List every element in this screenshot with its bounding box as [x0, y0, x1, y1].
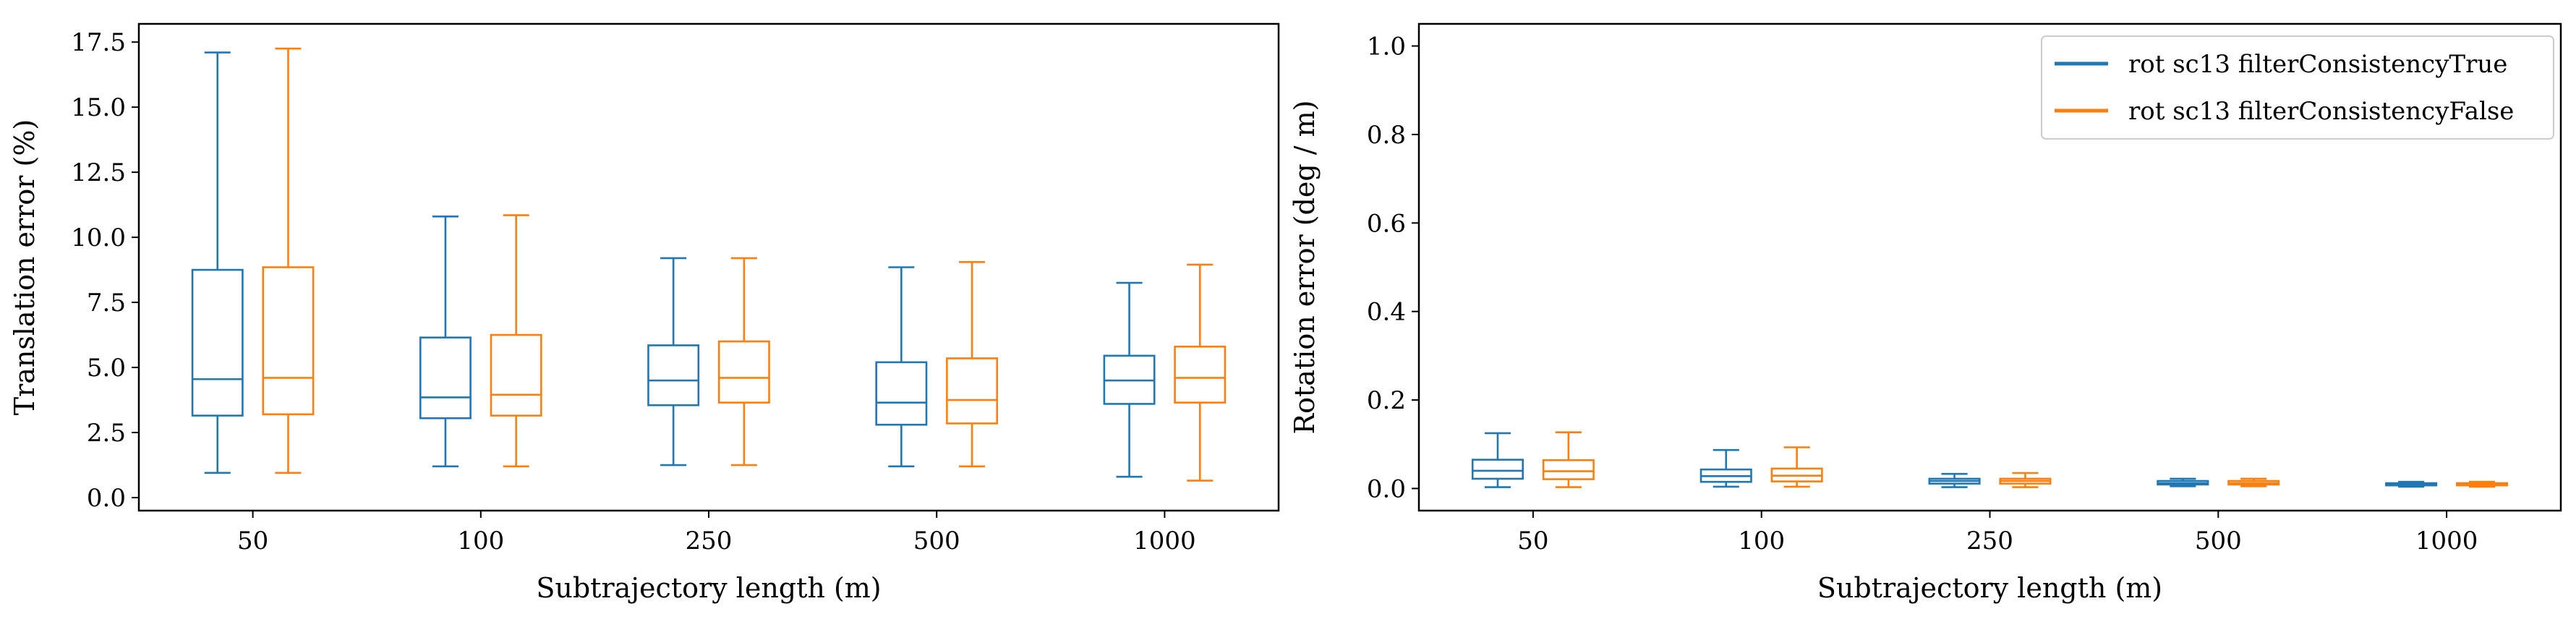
translation-error-panel: 0.0 2.5 5.0 7.5 10.0 12.5 15.0 17.5 50 100 250 500 1…	[9, 22, 1280, 604]
rotation-y-tick-label: 1.0	[1367, 33, 1406, 61]
rotation-box-100-series-1	[1699, 448, 1752, 488]
translation-x-tick-label: 50	[237, 527, 268, 555]
translation-y-tick-label: 5.0	[87, 354, 126, 383]
rotation-box-500-series-2	[2227, 477, 2280, 487]
legend-label: rot sc13 filterConsistencyFalse	[2128, 97, 2514, 126]
translation-box-500-series-1	[875, 266, 928, 468]
translation-box-100-series-1	[419, 216, 472, 468]
translation-x-tick-label: 1000	[1133, 527, 1196, 555]
rotation-box-1000-series-2	[2456, 480, 2509, 488]
iqr-box	[419, 336, 472, 419]
rotation-x-tick-label: 1000	[2415, 527, 2478, 555]
legend-frame	[2041, 35, 2554, 140]
translation-x-tick-label: 250	[686, 527, 733, 555]
iqr-box	[647, 344, 700, 406]
translation-x-axis-label: Subtrajectory length (m)	[536, 572, 881, 604]
translation-x-tick-label: 100	[457, 527, 504, 555]
translation-box-500-series-2	[946, 261, 999, 468]
translation-y-tick-label: 7.5	[87, 289, 126, 318]
rotation-error-panel: 0.0 0.2 0.4 0.6 0.8 1.0 50 100 250 500 1000 Subtraj…	[1289, 22, 2562, 604]
rotation-y-tick-label: 0.0	[1367, 474, 1406, 503]
rotation-x-tick-label: 500	[2195, 527, 2242, 555]
rotation-box-250-series-1	[1928, 472, 1981, 488]
translation-x-tick-label: 500	[913, 527, 960, 555]
rotation-y-tick-label: 0.6	[1367, 209, 1406, 238]
rotation-x-tick-label: 50	[1517, 527, 1548, 555]
translation-box-100-series-2	[490, 214, 542, 468]
rotation-box-50-series-2	[1542, 431, 1595, 488]
iqr-box	[1174, 345, 1227, 404]
iqr-box	[490, 333, 542, 417]
translation-y-tick-label: 10.0	[71, 223, 126, 252]
translation-y-tick-label: 15.0	[71, 93, 126, 122]
translation-box-50-series-1	[191, 51, 244, 474]
rotation-box-500-series-1	[2157, 477, 2209, 487]
translation-y-tick-label: 17.5	[71, 28, 126, 57]
rotation-legend: rot sc13 filterConsistencyTrue rot sc13 f…	[2041, 35, 2554, 140]
translation-y-axis-label: Translation error (%)	[9, 119, 40, 416]
rotation-y-tick-label: 0.8	[1367, 121, 1406, 150]
iqr-box	[1471, 459, 1524, 480]
rotation-x-tick-label: 100	[1738, 527, 1785, 555]
rotation-box-1000-series-1	[2385, 480, 2438, 488]
translation-box-50-series-2	[262, 47, 315, 474]
iqr-box	[1542, 459, 1595, 480]
translation-box-250-series-1	[647, 257, 700, 466]
rotation-x-tick-label: 250	[1966, 527, 2013, 555]
rotation-box-100-series-2	[1770, 446, 1823, 488]
iqr-box	[191, 268, 244, 417]
rotation-box-50-series-1	[1471, 432, 1524, 488]
iqr-box	[717, 340, 770, 404]
rotation-y-tick-label: 0.4	[1367, 298, 1406, 327]
iqr-box	[946, 357, 999, 425]
legend-label: rot sc13 filterConsistencyTrue	[2128, 50, 2507, 79]
translation-y-tick-label: 0.0	[87, 484, 126, 513]
translation-box-250-series-2	[717, 257, 770, 466]
iqr-box	[875, 361, 928, 426]
translation-box-1000-series-1	[1103, 281, 1156, 478]
translation-y-tick-label: 2.5	[87, 419, 126, 448]
translation-y-tick-label: 12.5	[71, 158, 126, 187]
translation-box-1000-series-2	[1174, 263, 1227, 482]
rotation-x-axis-label: Subtrajectory length (m)	[1817, 572, 2162, 604]
rotation-y-tick-label: 0.2	[1367, 386, 1406, 415]
rotation-box-250-series-2	[1999, 472, 2052, 488]
iqr-box	[262, 266, 315, 416]
rotation-y-axis-label: Rotation error (deg / m)	[1289, 101, 1321, 435]
